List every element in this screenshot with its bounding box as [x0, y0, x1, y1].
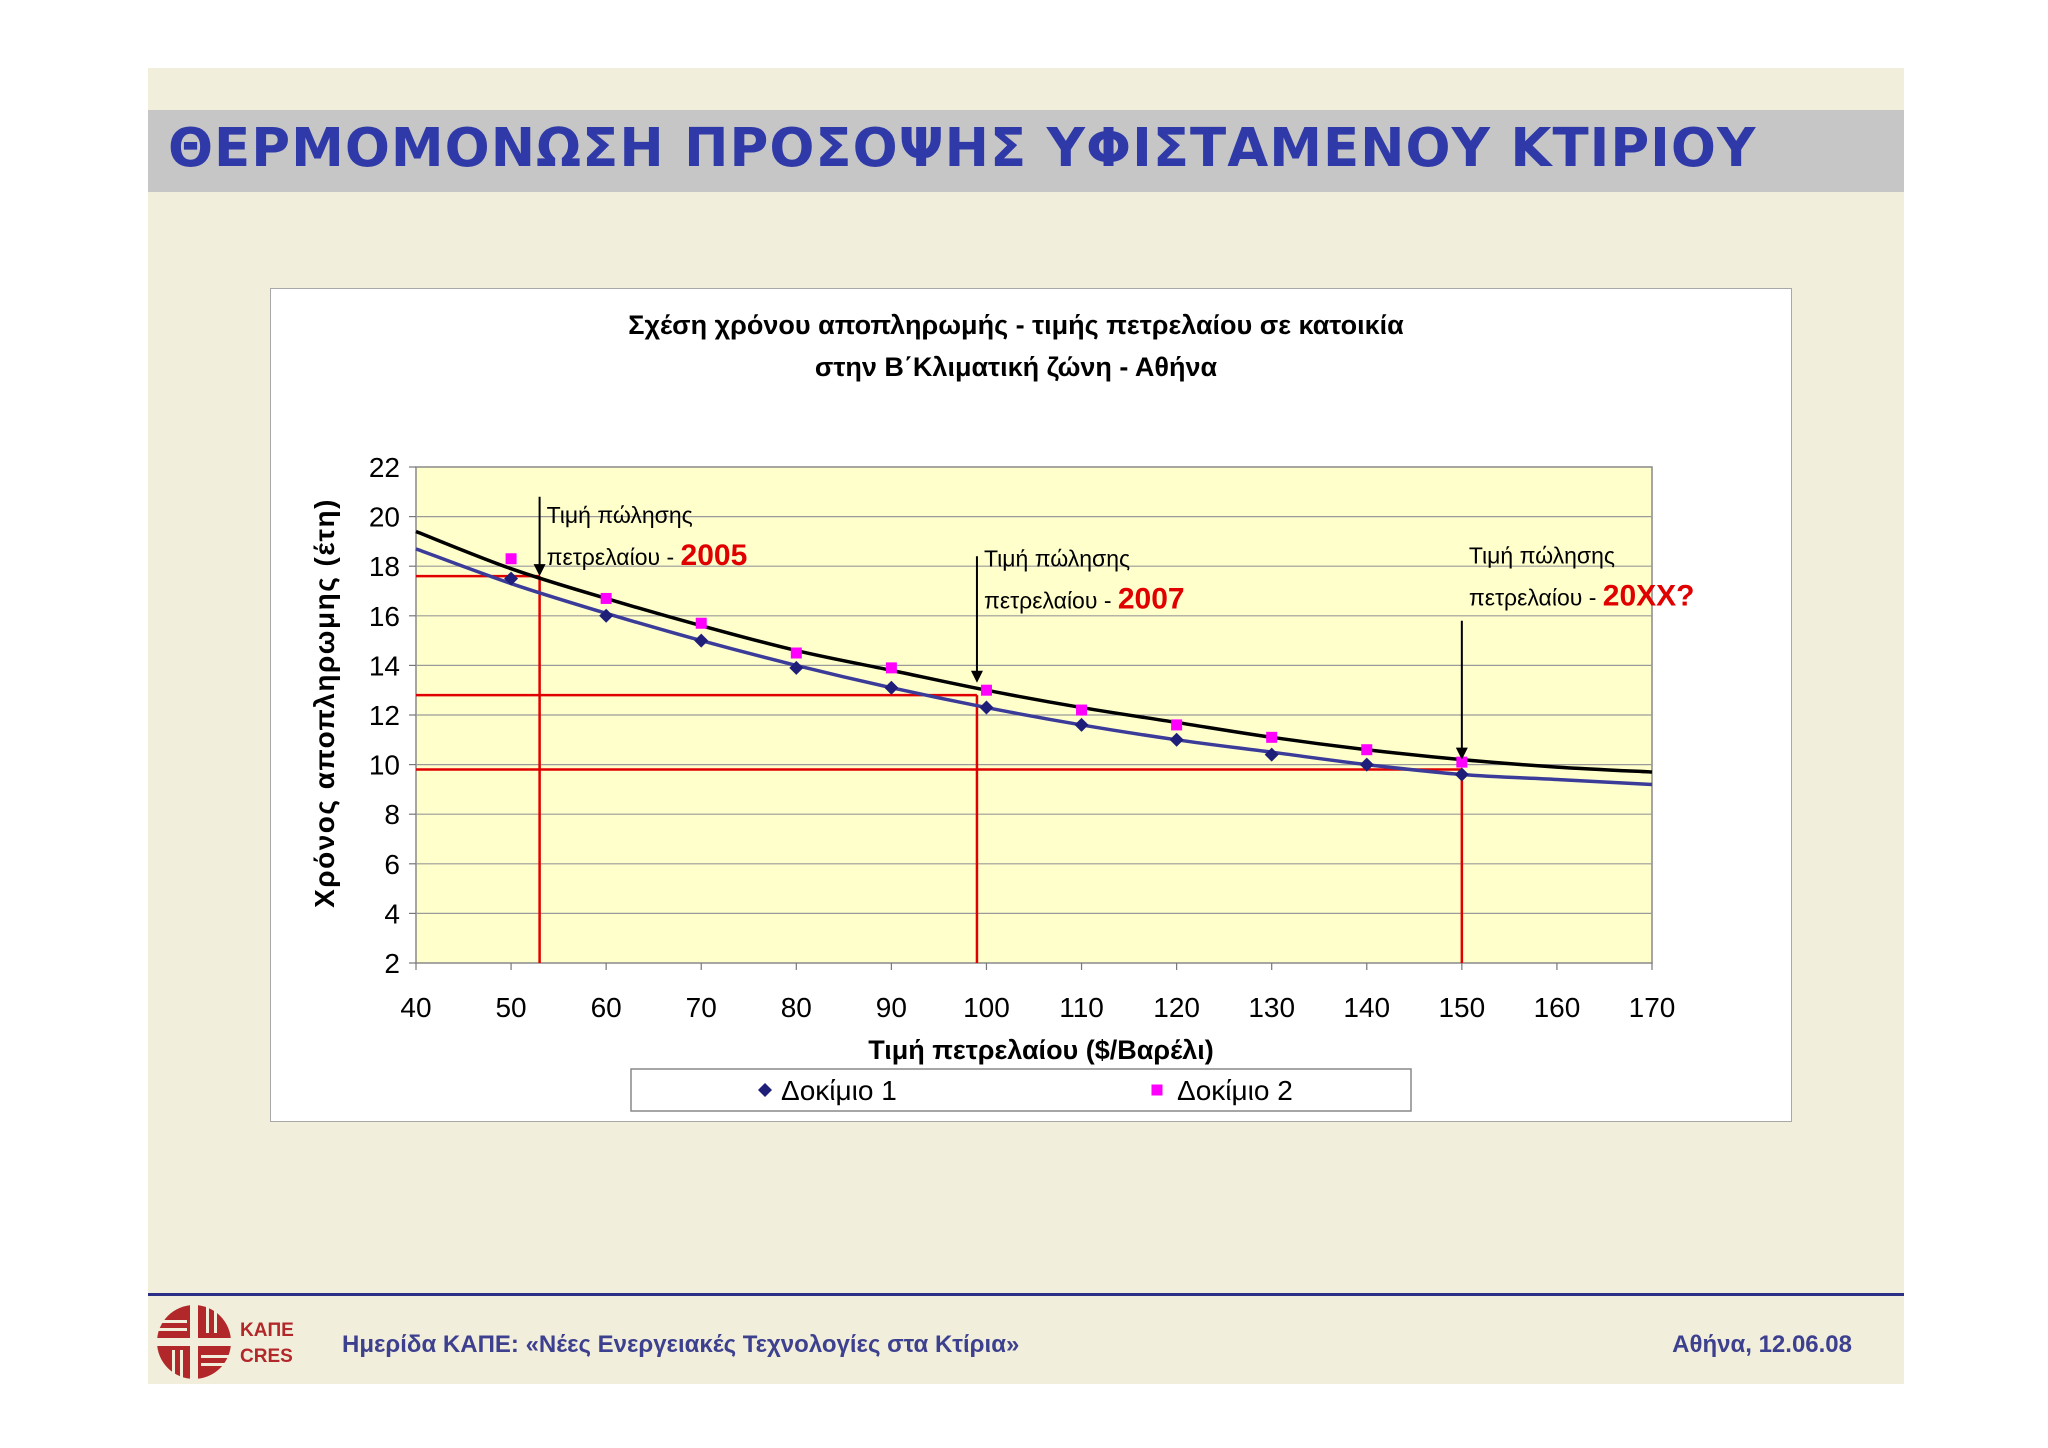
y-tick-label: 10 [369, 750, 400, 781]
slide-title: ΘΕΡΜΟΜΟΝΩΣΗ ΠΡΟΣΟΨΗΣ ΥΦΙΣΤΑΜΕΝΟΥ ΚΤΙΡΙΟΥ [168, 118, 1757, 179]
chart-title-line1: Σχέση χρόνου αποπληρωμής - τιμής πετρελα… [628, 310, 1404, 340]
data-point-series-1 [789, 660, 804, 675]
x-tick-label: 40 [400, 992, 431, 1023]
kape-logo: ΚΑΠΕ CRES [157, 1305, 294, 1379]
annotation-year: 2007 [1118, 582, 1185, 615]
y-tick-label: 20 [369, 502, 400, 533]
data-point-series-2 [1171, 719, 1183, 731]
legend-marker-series-2 [1151, 1084, 1163, 1096]
y-tick-label: 6 [384, 849, 400, 880]
annotation-line1: Τιμή πώλησης [1469, 543, 1615, 569]
data-point-series-2 [980, 684, 992, 696]
data-point-series-1 [884, 680, 899, 695]
data-point-series-2 [790, 647, 802, 659]
data-point-series-1 [1074, 717, 1089, 732]
chart-svg: Σχέση χρόνου αποπληρωμής - τιμής πετρελα… [309, 310, 1695, 1112]
data-point-series-2 [695, 617, 707, 629]
y-tick-label: 2 [384, 948, 400, 979]
footer-date: Αθήνα, 12.06.08 [1672, 1331, 1852, 1358]
data-points [504, 553, 1469, 782]
annotations: Τιμή πώλησης πετρελαίου - 2005 Τιμή πώληση… [533, 496, 1695, 760]
annotation-year: 2005 [681, 539, 748, 572]
y-tick-label: 22 [369, 452, 400, 483]
annotation-line2: πετρελαίου - 2005 [547, 539, 748, 572]
data-point-series-1 [1169, 732, 1184, 747]
logo-text-bottom: CRES [240, 1346, 293, 1367]
legend-marker-series-1 [758, 1083, 772, 1097]
annotation-line1: Τιμή πώλησης [984, 545, 1130, 571]
x-tick-label: 60 [591, 992, 622, 1023]
annotation-arrowhead [970, 670, 983, 683]
title-bar [148, 110, 1904, 192]
legend-label-series-1: Δοκίμιο 1 [781, 1075, 897, 1106]
y-tick-label: 8 [384, 799, 400, 830]
annotation-arrowhead [1455, 747, 1468, 760]
data-point-series-2 [1266, 731, 1278, 743]
x-tick-label: 160 [1534, 992, 1581, 1023]
chart-container: Σχέση χρόνου αποπληρωμής - τιμής πετρελα… [270, 288, 1792, 1122]
annotation-year: 20ΧΧ? [1603, 580, 1695, 613]
annotation-prefix: πετρελαίου - [547, 544, 681, 570]
legend-box [630, 1068, 1412, 1112]
x-tick-label: 130 [1248, 992, 1295, 1023]
data-point-series-1 [694, 633, 709, 648]
x-tick-label: 120 [1153, 992, 1200, 1023]
data-point-series-2 [600, 592, 612, 604]
legend: Δοκίμιο 1 Δοκίμιο 2 [758, 1075, 1293, 1106]
gridlines [409, 466, 1653, 970]
annotation-prefix: πετρελαίου - [1469, 585, 1603, 611]
legend-label-series-2: Δοκίμιο 2 [1177, 1075, 1293, 1106]
x-tick-label: 170 [1629, 992, 1676, 1023]
data-point-series-2 [885, 662, 897, 674]
x-tick-label: 80 [781, 992, 812, 1023]
footer-event-text: Ημερίδα ΚΑΠΕ: «Νέες Ενεργειακές Τεχνολογ… [342, 1331, 1020, 1358]
data-point-series-1 [504, 571, 519, 586]
annotation-line2: πετρελαίου - 20ΧΧ? [1469, 580, 1695, 613]
data-point-series-1 [1359, 757, 1374, 772]
y-tick-labels: 2 4 6 8 10 12 14 16 18 20 22 [369, 452, 400, 979]
reference-lines [416, 574, 1464, 963]
x-axis-label: Τιμή πετρελαίου ($/Βαρέλι) [868, 1035, 1214, 1065]
x-tick-label: 140 [1343, 992, 1390, 1023]
x-tick-label: 50 [495, 992, 526, 1023]
x-tick-label: 100 [963, 992, 1010, 1023]
y-tick-label: 14 [369, 650, 400, 681]
y-tick-label: 18 [369, 551, 400, 582]
data-point-series-2 [1456, 756, 1468, 768]
data-point-series-1 [979, 700, 994, 715]
x-tick-label: 150 [1438, 992, 1485, 1023]
data-point-series-2 [505, 553, 517, 565]
y-tick-label: 4 [384, 898, 400, 929]
chart-title-line2: στην Β΄Κλιματική ζώνη - Αθήνα [815, 352, 1218, 382]
data-point-series-1 [599, 608, 614, 623]
annotation-line1: Τιμή πώλησης [547, 502, 693, 528]
y-tick-label: 16 [369, 601, 400, 632]
data-point-series-2 [1361, 744, 1373, 756]
y-tick-label: 12 [369, 700, 400, 731]
y-axis-label: Χρόνος αποπληρωμης (έτη) [309, 498, 340, 908]
data-point-series-2 [1076, 704, 1088, 716]
footer-divider [148, 1293, 1904, 1296]
logo-mark-icon [157, 1305, 231, 1379]
logo-text-top: ΚΑΠΕ [240, 1320, 294, 1341]
data-point-series-1 [1264, 747, 1279, 762]
x-tick-label: 110 [1059, 992, 1104, 1023]
annotation-prefix: πετρελαίου - [984, 587, 1118, 613]
data-point-series-1 [1454, 767, 1469, 782]
annotation-line2: πετρελαίου - 2007 [984, 582, 1185, 615]
x-tick-label: 90 [876, 992, 907, 1023]
x-tick-label: 70 [686, 992, 717, 1023]
annotation-arrowhead [533, 564, 546, 577]
x-tick-labels: 40 50 60 70 80 90 100 110 120 130 140 150 160 170 [400, 992, 1675, 1023]
